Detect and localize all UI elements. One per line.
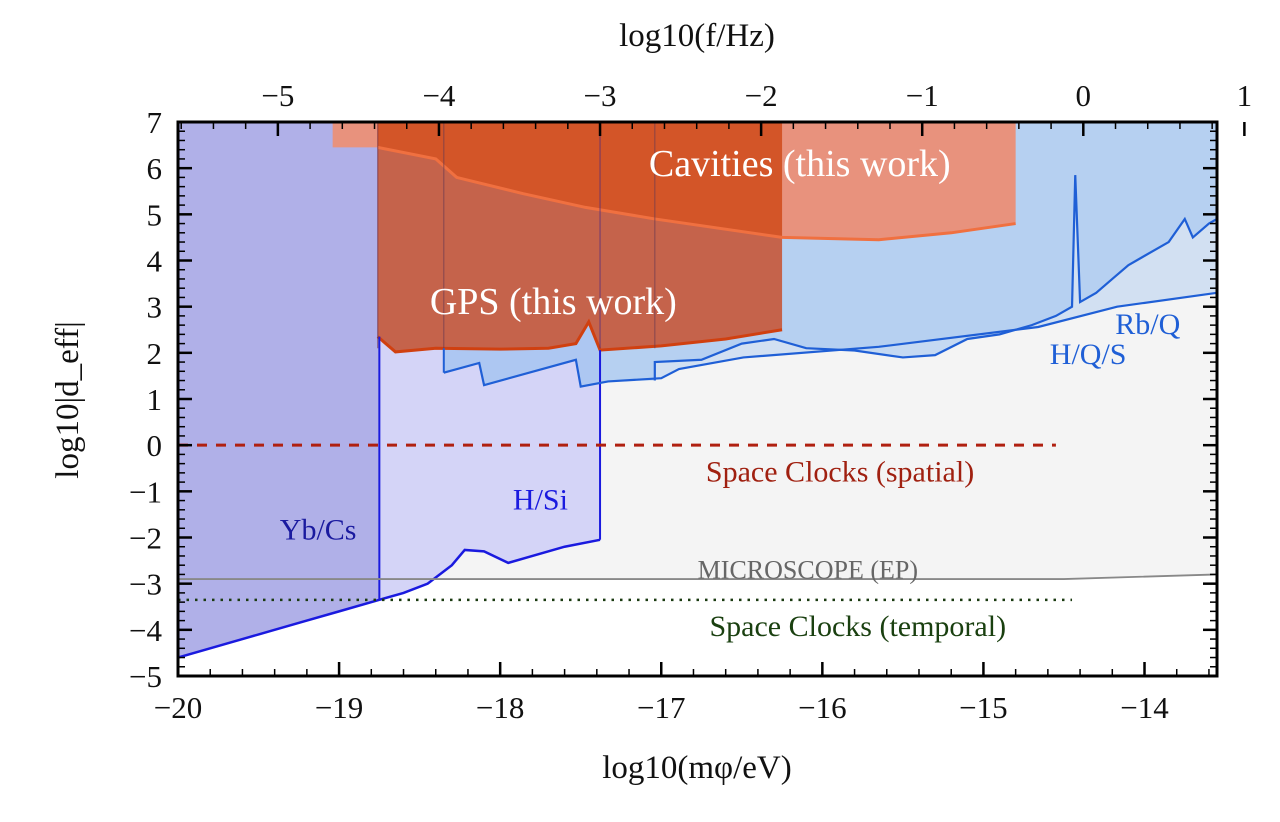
region-yb-cs <box>178 122 380 658</box>
y-tick-label: 0 <box>147 428 163 463</box>
annotation-space-clocks-spatial: Space Clocks (spatial) <box>706 456 974 489</box>
x-tick-label: −20 <box>154 690 202 725</box>
h-si-yb-cs-bound-line <box>178 538 601 659</box>
x-tick-label: −17 <box>637 690 685 725</box>
x-tick-label: −16 <box>798 690 846 725</box>
y-tick-label: −4 <box>129 613 162 648</box>
y-axis-label: log10|d_eff| <box>50 321 86 478</box>
y-tick-label: 7 <box>147 105 163 140</box>
annotation-microscope-ep: MICROSCOPE (EP) <box>698 556 918 585</box>
y-tick-label: 1 <box>147 382 163 417</box>
x-tick-label: −19 <box>315 690 363 725</box>
x2-tick-label: −4 <box>422 78 455 113</box>
y-tick-label: 3 <box>147 290 163 325</box>
h-q-s-bound-line <box>443 291 1217 388</box>
y-tick-label: −1 <box>129 474 162 509</box>
y-tick-label: −5 <box>129 659 162 694</box>
annotation-yb-cs: Yb/Cs <box>280 513 357 546</box>
y-tick-label: 2 <box>147 336 163 371</box>
y-tick-label: 4 <box>147 244 163 279</box>
y-tick-label: −3 <box>129 567 162 602</box>
y-tick-label: −2 <box>129 521 162 556</box>
annotation-cavities-this-work: Cavities (this work) <box>649 143 951 185</box>
x-axis-label: log10(mφ/eV) <box>602 750 792 786</box>
annotation-space-clocks-temporal: Space Clocks (temporal) <box>709 610 1006 643</box>
microscope-line <box>178 573 1217 580</box>
y-tick-label: 6 <box>147 151 163 186</box>
annotation-rb-q: Rb/Q <box>1115 308 1180 341</box>
annotation-gps-this-work: GPS (this work) <box>430 281 677 323</box>
x-tick-label: −18 <box>476 690 524 725</box>
x2-tick-label: −5 <box>261 78 294 113</box>
region-cavities-gps-overlap <box>377 122 783 238</box>
x-tick-label: −15 <box>959 690 1007 725</box>
x2-tick-label: −3 <box>584 78 617 113</box>
x2-tick-label: −2 <box>745 78 778 113</box>
gps-boundary-line <box>376 318 783 354</box>
y-tick-label: 5 <box>147 197 163 232</box>
annotation-h-q-s: H/Q/S <box>1050 338 1127 371</box>
cavities-boundary-line <box>377 145 1016 242</box>
plot-area <box>178 122 1217 659</box>
rb-q-bound-line <box>653 175 1217 381</box>
x2-tick-label: 1 <box>1237 78 1253 113</box>
annotation-h-si: H/Si <box>513 483 568 516</box>
annotations: Cavities (this work)GPS (this work)Rb/QH… <box>280 143 1181 643</box>
x2-tick-label: 0 <box>1076 78 1092 113</box>
x2-axis-label: log10(f/Hz) <box>619 18 775 54</box>
x2-tick-label: −1 <box>906 78 939 113</box>
x-tick-label: −14 <box>1120 690 1169 725</box>
